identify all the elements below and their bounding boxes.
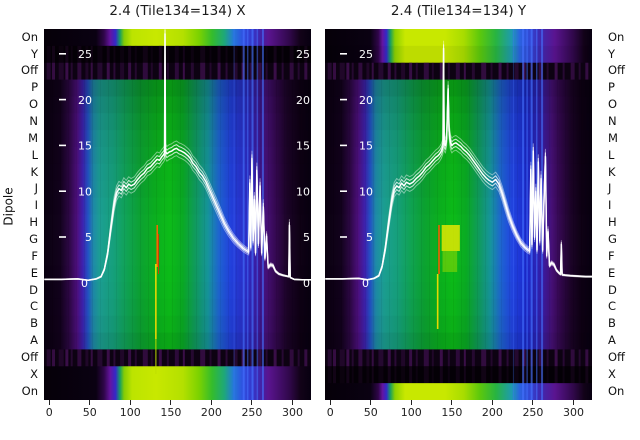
dipole-row-label: A	[608, 333, 616, 348]
x-tick-label: 200	[200, 406, 222, 419]
dipole-row-label: A	[30, 333, 38, 348]
dipole-row-labels-right: On Y Off P O N M L K J I H G F E D C B A Off X On	[606, 29, 640, 400]
dipole-row-label: On	[21, 29, 38, 44]
dipole-row-label: Off	[21, 63, 38, 78]
dipole-row-label: H	[29, 215, 38, 230]
panel-y-pol: 2.4 (Tile134=134) Y 0 50 100 150 200 250 300	[325, 0, 592, 440]
x-tick-mark	[491, 400, 493, 405]
x-tick-mark	[170, 400, 172, 405]
dipole-row-label: G	[608, 231, 617, 246]
x-tick-mark	[451, 400, 453, 405]
x-tick-label: 150	[160, 406, 182, 419]
x-tick-label: 300	[282, 406, 303, 419]
dipole-row-label: Y	[608, 46, 616, 61]
x-tick-label: 50	[82, 406, 97, 419]
dipole-row-label: D	[29, 282, 38, 297]
dipole-row-label: F	[608, 248, 615, 263]
x-tick-mark	[129, 400, 131, 405]
x-tick-label: 200	[481, 406, 503, 419]
dipole-row-label: E	[30, 265, 38, 280]
dipole-row-label: H	[608, 215, 617, 230]
x-axis-right-panel: 0 50 100 150 200 250 300	[325, 400, 592, 430]
dipole-row-label: N	[608, 113, 617, 128]
x-tick-label: 150	[441, 406, 463, 419]
x-tick-label: 100	[400, 406, 422, 419]
dipole-row-label: F	[31, 248, 38, 263]
dipole-row-label: J	[34, 181, 38, 196]
dipole-row-label: X	[608, 366, 616, 381]
dipole-row-label: B	[30, 316, 38, 331]
dipole-row-label: E	[608, 265, 616, 280]
dipole-row-label: B	[608, 316, 616, 331]
dipole-row-label: J	[608, 181, 612, 196]
x-tick-label: 250	[241, 406, 263, 419]
x-tick-mark	[48, 400, 50, 405]
panel-x-pol: 2.4 (Tile134=134) X 0 50 100 150 200 250 300	[44, 0, 311, 440]
dipole-row-label: P	[31, 80, 38, 95]
x-tick-mark	[210, 400, 212, 405]
dipole-row-labels-left: On Y Off P O N M L K J I H G F E D C B A Off X On	[0, 29, 40, 400]
x-tick-label: 100	[119, 406, 141, 419]
dipole-row-label: I	[608, 198, 612, 213]
x-tick-mark	[292, 400, 293, 405]
panel-x-title: 2.4 (Tile134=134) X	[109, 3, 246, 19]
x-tick-label: 300	[563, 406, 584, 419]
dipole-row-label: L	[31, 147, 38, 162]
dipole-row-label: K	[608, 164, 616, 179]
x-tick-label: 0	[45, 406, 53, 419]
dipole-row-label: Off	[21, 350, 38, 364]
panel-y-title: 2.4 (Tile134=134) Y	[390, 3, 527, 19]
heatmap-x-canvas	[44, 29, 311, 400]
dipole-row-label: On	[608, 29, 625, 44]
dipole-row-label: C	[608, 299, 617, 314]
dipole-row-label: O	[608, 97, 618, 112]
x-axis-left-panel: 0 50 100 150 200 250 300	[44, 400, 311, 430]
dipole-row-label: P	[608, 80, 615, 95]
dipole-row-label: Off	[608, 63, 625, 78]
dipole-row-label: L	[608, 147, 615, 162]
dipole-row-label: D	[608, 282, 617, 297]
dipole-row-label: K	[30, 164, 38, 179]
x-tick-label: 0	[326, 406, 334, 419]
x-tick-mark	[329, 400, 331, 405]
dipole-row-label: X	[30, 366, 38, 381]
dipole-row-label: On	[608, 383, 625, 398]
x-tick-mark	[370, 400, 372, 405]
x-tick-mark	[532, 400, 534, 405]
dipole-row-label: C	[29, 299, 38, 314]
dipole-row-label: M	[608, 130, 618, 145]
x-tick-mark	[251, 400, 253, 405]
x-tick-label: 250	[522, 406, 544, 419]
heatmap-y-canvas	[325, 29, 592, 400]
dipole-row-label: Y	[30, 46, 38, 61]
dipole-row-label: N	[29, 113, 38, 128]
x-tick-mark	[573, 400, 574, 405]
x-tick-mark	[89, 400, 91, 405]
dipole-row-label: M	[28, 130, 38, 145]
dipole-row-label: G	[29, 231, 38, 246]
dipole-row-label: I	[34, 198, 38, 213]
x-tick-mark	[410, 400, 412, 405]
dipole-row-label: On	[21, 383, 38, 398]
x-tick-label: 50	[363, 406, 378, 419]
dipole-row-label: O	[28, 97, 38, 112]
dipole-row-label: Off	[608, 350, 625, 364]
